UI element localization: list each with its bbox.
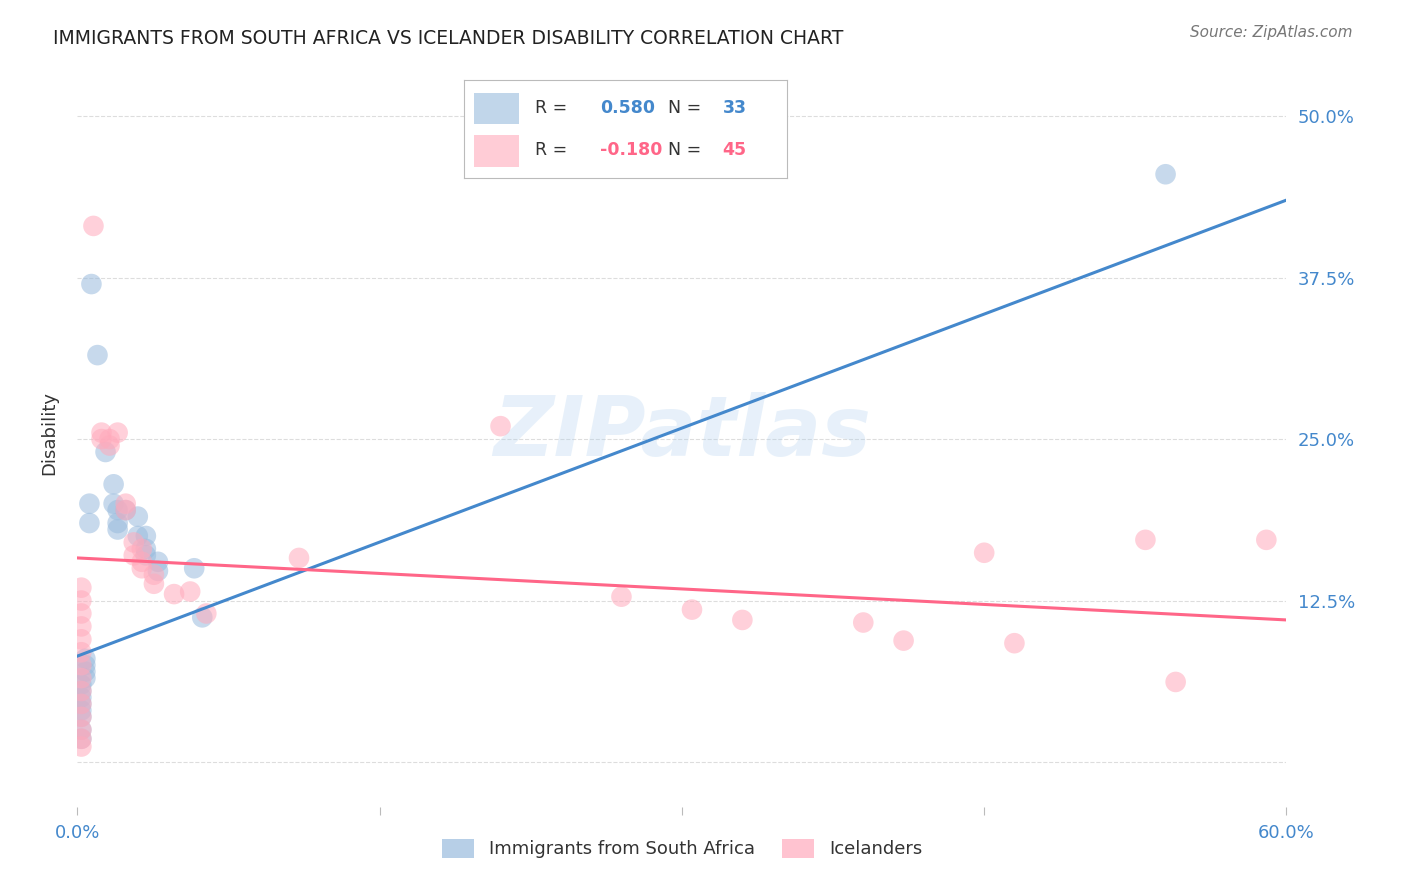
Point: [731, 613, 754, 627]
Point: [135, 541, 157, 556]
Point: [70, 607, 93, 621]
Point: [75, 671, 97, 685]
Point: [70, 710, 93, 724]
Point: [70, 645, 93, 659]
Point: [1004, 636, 1026, 650]
Point: [179, 584, 201, 599]
Point: [103, 497, 125, 511]
Text: 45: 45: [723, 142, 747, 160]
Point: [127, 509, 149, 524]
Point: [852, 615, 875, 630]
Text: -0.180: -0.180: [600, 142, 662, 160]
Point: [103, 477, 125, 491]
Point: [70, 619, 93, 633]
Y-axis label: Disability: Disability: [41, 391, 59, 475]
Point: [70, 703, 93, 717]
Point: [70, 731, 93, 746]
Point: [70, 697, 93, 711]
Point: [183, 561, 205, 575]
Point: [70, 671, 93, 685]
Point: [122, 549, 145, 563]
Point: [70, 684, 93, 698]
Point: [107, 523, 129, 537]
Point: [131, 561, 153, 575]
Point: [70, 723, 93, 737]
Point: [70, 684, 93, 698]
Text: N =: N =: [668, 99, 702, 117]
Point: [195, 607, 218, 621]
Text: ZIPatlas: ZIPatlas: [494, 392, 870, 473]
Point: [1164, 675, 1187, 690]
Point: [1135, 533, 1157, 547]
Legend: Immigrants from South Africa, Icelanders: Immigrants from South Africa, Icelanders: [434, 832, 929, 865]
Point: [122, 535, 145, 549]
Point: [75, 665, 97, 679]
Point: [98, 438, 121, 452]
Point: [114, 503, 136, 517]
Bar: [474, 93, 519, 124]
Point: [114, 503, 136, 517]
Point: [80, 277, 103, 291]
Point: [82, 219, 104, 233]
Point: [135, 549, 157, 563]
Point: [610, 590, 633, 604]
Point: [70, 697, 93, 711]
Text: IMMIGRANTS FROM SOUTH AFRICA VS ICELANDER DISABILITY CORRELATION CHART: IMMIGRANTS FROM SOUTH AFRICA VS ICELANDE…: [53, 29, 844, 47]
Point: [98, 432, 121, 446]
Point: [90, 432, 112, 446]
Point: [1256, 533, 1278, 547]
Point: [973, 546, 995, 560]
Point: [191, 610, 214, 624]
Point: [70, 723, 93, 737]
Point: [114, 497, 136, 511]
Point: [70, 739, 93, 754]
Point: [75, 658, 97, 673]
Point: [131, 541, 153, 556]
Text: N =: N =: [668, 142, 702, 160]
Point: [142, 576, 165, 591]
Point: [94, 445, 117, 459]
Text: Source: ZipAtlas.com: Source: ZipAtlas.com: [1189, 25, 1353, 40]
Point: [86, 348, 108, 362]
Bar: [474, 136, 519, 167]
Point: [70, 658, 93, 673]
Text: R =: R =: [536, 142, 568, 160]
Point: [131, 555, 153, 569]
Point: [79, 497, 101, 511]
Point: [70, 581, 93, 595]
Point: [893, 633, 915, 648]
Point: [146, 555, 169, 569]
Point: [681, 602, 703, 616]
Point: [70, 593, 93, 607]
Point: [135, 529, 157, 543]
Point: [163, 587, 186, 601]
Text: 33: 33: [723, 99, 747, 117]
Point: [90, 425, 112, 440]
Point: [1154, 167, 1177, 181]
Point: [79, 516, 101, 530]
Point: [75, 651, 97, 665]
Point: [288, 550, 311, 565]
Point: [70, 710, 93, 724]
Point: [70, 731, 93, 746]
Point: [107, 425, 129, 440]
Point: [70, 632, 93, 647]
Point: [142, 567, 165, 582]
Point: [70, 677, 93, 691]
Point: [107, 516, 129, 530]
Point: [146, 564, 169, 578]
Text: 0.580: 0.580: [600, 99, 655, 117]
Point: [489, 419, 512, 434]
Point: [107, 503, 129, 517]
Point: [127, 529, 149, 543]
Point: [70, 690, 93, 705]
Text: R =: R =: [536, 99, 568, 117]
